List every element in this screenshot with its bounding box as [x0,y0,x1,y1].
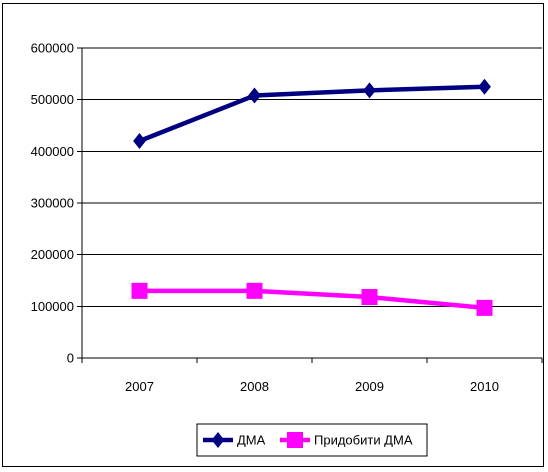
series-line-1 [139,288,485,311]
legend-marker-1 [287,432,303,448]
x-tick-label-0: 2007 [125,379,154,394]
data-point-1-0 [131,282,148,299]
x-tick-label-3: 2010 [470,379,499,394]
legend-label-1: Придобити ДМА [314,433,413,448]
series-0 [133,78,491,149]
y-tick-label-6: 600000 [31,41,74,56]
data-point-0-0 [133,133,146,149]
data-point-0-1 [248,87,261,104]
legend-marker-0 [211,432,225,448]
data-point-0-2 [363,82,376,99]
series-1 [131,282,493,316]
legend-box [196,423,428,457]
y-tick-label-0: 0 [67,351,74,366]
data-point-0-3 [478,78,491,95]
x-tick-label-2: 2009 [355,379,384,394]
legend: ДМА Придобити ДМА [196,423,428,457]
y-tick-label-4: 400000 [31,144,74,159]
legend-label-0: ДМА [237,433,266,448]
data-point-1-1 [246,282,263,299]
y-tick-label-5: 500000 [31,92,74,107]
series-group [131,78,493,316]
series-line-0 [138,84,485,144]
x-axis-ticks: 2007 2008 2009 2010 [81,358,543,394]
y-tick-label-3: 300000 [31,196,74,211]
data-point-1-3 [476,299,493,316]
y-tick-label-1: 100000 [31,299,74,314]
chart-frame [2,3,544,467]
data-point-1-2 [361,289,378,306]
x-tick-label-1: 2008 [240,379,269,394]
y-tick-label-2: 200000 [31,247,74,262]
y-axis-ticks: 0 100000 200000 300000 400000 500000 600000 [31,41,82,366]
